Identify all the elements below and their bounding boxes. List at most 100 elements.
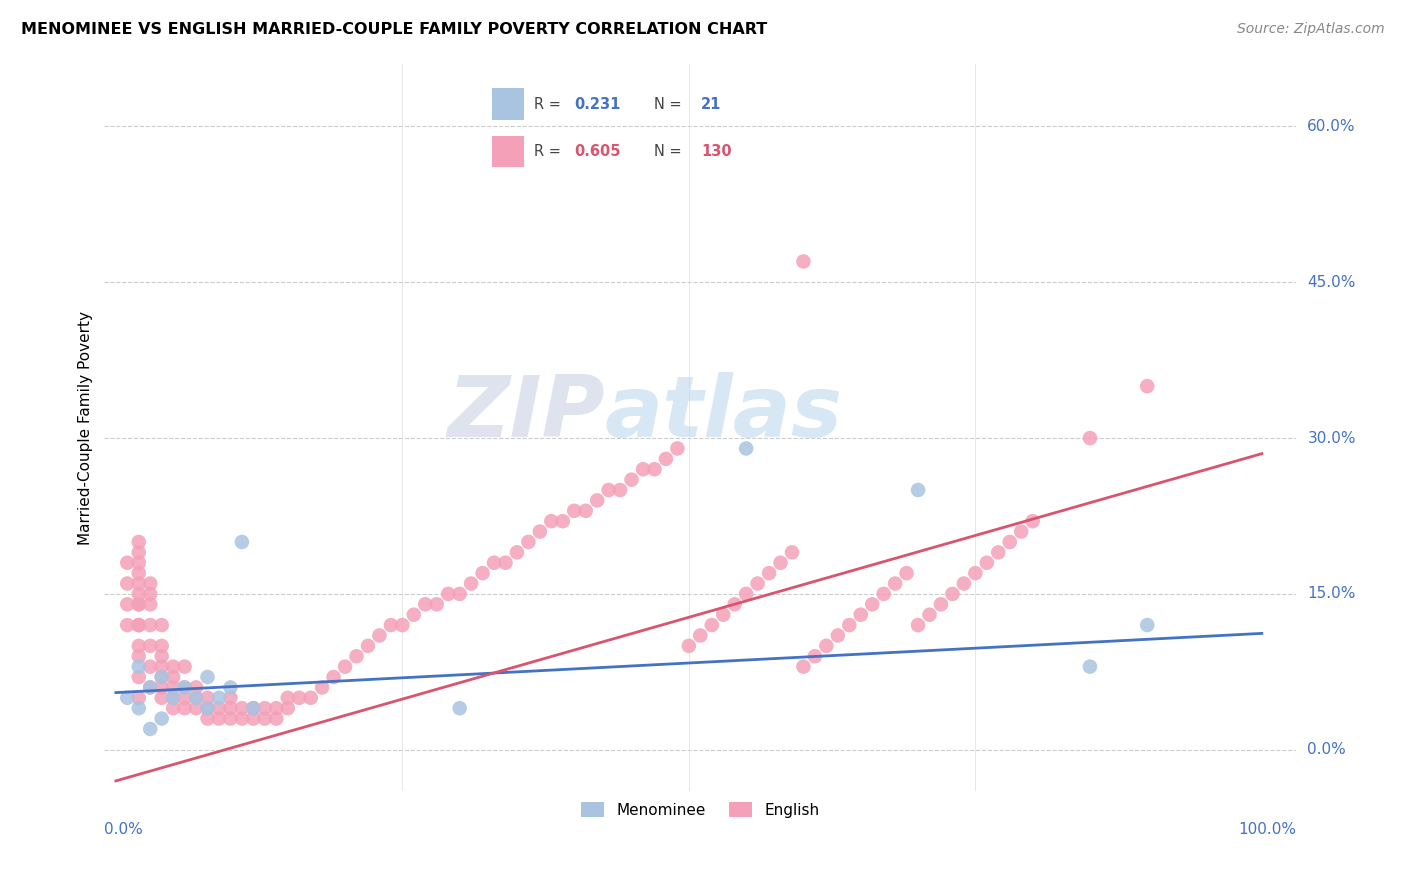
Point: [208, 712, 231, 726]
Point: [827, 628, 849, 642]
Point: [150, 659, 173, 673]
Point: [231, 701, 253, 715]
Point: [780, 545, 803, 559]
Point: [184, 701, 207, 715]
Point: [139, 576, 162, 591]
Point: [631, 462, 654, 476]
Point: [884, 576, 907, 591]
Point: [266, 712, 288, 726]
Point: [128, 597, 150, 611]
Point: [735, 587, 758, 601]
Point: [139, 681, 162, 695]
Point: [402, 607, 425, 622]
Point: [838, 618, 860, 632]
Point: [413, 597, 436, 611]
Point: [231, 535, 253, 549]
Point: [162, 701, 184, 715]
Point: [380, 618, 402, 632]
Point: [575, 504, 598, 518]
Point: [586, 493, 609, 508]
Point: [449, 701, 471, 715]
Point: [758, 566, 780, 581]
Point: [460, 576, 482, 591]
Point: [873, 587, 896, 601]
Point: [998, 535, 1021, 549]
Point: [666, 442, 689, 456]
Text: atlas: atlas: [605, 372, 844, 455]
Point: [139, 659, 162, 673]
Point: [173, 681, 195, 695]
Point: [1136, 618, 1159, 632]
Point: [150, 690, 173, 705]
Text: ZIP: ZIP: [447, 372, 605, 455]
Point: [162, 690, 184, 705]
Point: [346, 649, 368, 664]
Point: [769, 556, 792, 570]
Point: [277, 701, 299, 715]
Point: [128, 690, 150, 705]
Point: [208, 701, 231, 715]
Point: [197, 701, 219, 715]
Point: [700, 618, 723, 632]
Point: [1010, 524, 1032, 539]
Point: [128, 639, 150, 653]
Point: [1078, 659, 1101, 673]
Point: [128, 659, 150, 673]
Point: [139, 639, 162, 653]
Point: [735, 442, 758, 456]
Point: [150, 618, 173, 632]
Point: [128, 587, 150, 601]
Point: [711, 607, 734, 622]
Point: [184, 690, 207, 705]
Point: [128, 556, 150, 570]
Point: [689, 628, 711, 642]
Text: MENOMINEE VS ENGLISH MARRIED-COUPLE FAMILY POVERTY CORRELATION CHART: MENOMINEE VS ENGLISH MARRIED-COUPLE FAMI…: [21, 22, 768, 37]
Point: [953, 576, 976, 591]
Point: [128, 618, 150, 632]
Point: [655, 451, 678, 466]
Point: [173, 701, 195, 715]
Point: [253, 712, 276, 726]
Point: [128, 670, 150, 684]
Point: [678, 639, 700, 653]
Point: [231, 712, 253, 726]
Point: [333, 659, 356, 673]
Point: [724, 597, 747, 611]
Point: [253, 701, 276, 715]
Point: [128, 576, 150, 591]
Point: [976, 556, 998, 570]
Point: [242, 712, 264, 726]
Point: [242, 701, 264, 715]
Point: [918, 607, 941, 622]
Text: 60.0%: 60.0%: [1308, 119, 1355, 134]
Point: [437, 587, 460, 601]
Point: [128, 597, 150, 611]
Point: [173, 659, 195, 673]
Point: [139, 618, 162, 632]
Point: [128, 545, 150, 559]
Text: 100.0%: 100.0%: [1239, 822, 1296, 837]
Point: [184, 690, 207, 705]
Point: [896, 566, 918, 581]
Point: [288, 690, 311, 705]
Point: [162, 659, 184, 673]
Point: [197, 670, 219, 684]
Point: [815, 639, 838, 653]
Point: [173, 690, 195, 705]
Point: [128, 649, 150, 664]
Point: [368, 628, 391, 642]
Point: [792, 659, 814, 673]
Point: [471, 566, 494, 581]
Point: [311, 681, 333, 695]
Point: [197, 701, 219, 715]
Point: [173, 681, 195, 695]
Point: [860, 597, 883, 611]
Text: 15.0%: 15.0%: [1308, 586, 1355, 601]
Point: [184, 681, 207, 695]
Point: [150, 649, 173, 664]
Point: [139, 587, 162, 601]
Point: [219, 712, 242, 726]
Point: [551, 514, 574, 528]
Point: [907, 483, 929, 497]
Point: [322, 670, 344, 684]
